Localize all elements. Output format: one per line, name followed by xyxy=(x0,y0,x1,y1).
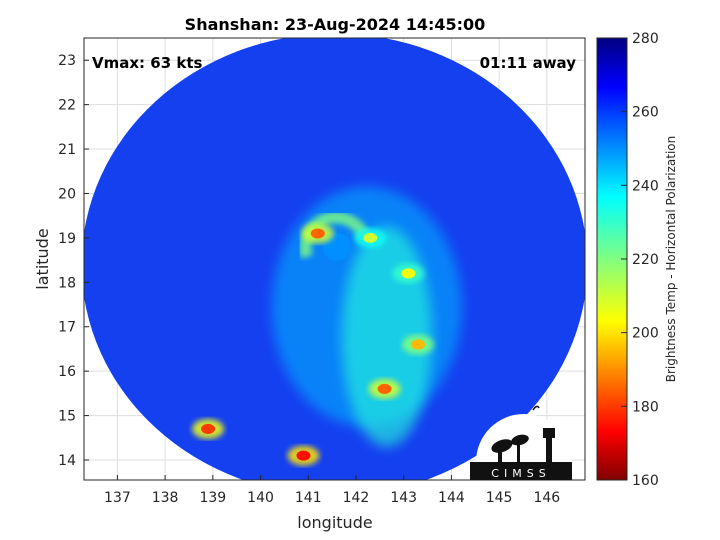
x-axis: 137 138 139 140 141 142 143 144 145 146 xyxy=(104,475,560,506)
colorbar-tick-label: 260 xyxy=(632,105,659,121)
y-tick-label: 17 xyxy=(58,320,76,336)
time-away-annotation: 01:11 away xyxy=(480,54,577,72)
colorbar-tick-label: 200 xyxy=(632,326,659,342)
colorbar-tick-label: 180 xyxy=(632,399,659,415)
y-tick-label: 15 xyxy=(58,409,76,425)
rainband-core xyxy=(201,423,216,434)
vmax-annotation: Vmax: 63 kts xyxy=(92,54,202,72)
y-tick-label: 20 xyxy=(58,186,76,202)
y-tick-label: 21 xyxy=(58,142,76,158)
cimss-logo: CIMSS xyxy=(470,405,572,480)
logo-text: CIMSS xyxy=(491,467,550,480)
colorbar-tick-label: 160 xyxy=(632,473,659,489)
plot-border xyxy=(83,37,586,481)
y-tick-label: 22 xyxy=(58,98,76,114)
x-tick-label: 140 xyxy=(247,490,274,506)
rainband-core xyxy=(401,268,416,279)
y-tick-label: 19 xyxy=(58,231,76,247)
x-tick-label: 146 xyxy=(533,490,560,506)
colorbar-tick-label: 220 xyxy=(632,252,659,268)
swath-layer xyxy=(84,38,585,480)
y-tick-label: 14 xyxy=(58,453,76,469)
y-tick-label: 16 xyxy=(58,364,76,380)
rainband-core xyxy=(363,232,378,243)
y-tick-label: 23 xyxy=(58,53,76,69)
x-tick-label: 145 xyxy=(486,490,513,506)
colorbar-tick-label: 280 xyxy=(632,31,659,47)
rainband-layer xyxy=(192,186,462,466)
y-axis-label: latitude xyxy=(33,228,52,289)
x-tick-label: 137 xyxy=(104,490,131,506)
colorbar-ticks: 160 180 200 220 240 260 280 xyxy=(621,31,659,489)
eyewall-core xyxy=(310,228,325,239)
rainband-core xyxy=(411,339,425,350)
x-tick-label: 141 xyxy=(295,490,322,506)
colorbar-tick-label: 240 xyxy=(632,178,659,194)
y-axis: 14 15 16 17 18 19 20 21 22 23 xyxy=(58,53,89,469)
x-tick-label: 139 xyxy=(199,490,226,506)
colorbar-label: Brightness Temp - Horizontal Polarizatio… xyxy=(664,136,678,383)
spiral-arm xyxy=(299,211,371,259)
rainband-core xyxy=(377,383,392,394)
rainband-core xyxy=(296,450,311,461)
y-tick-label: 18 xyxy=(58,275,76,291)
x-tick-label: 144 xyxy=(438,490,465,506)
x-axis-label: longitude xyxy=(297,513,372,532)
x-tick-label: 142 xyxy=(343,490,370,506)
chart-title: Shanshan: 23-Aug-2024 14:45:00 xyxy=(185,15,486,34)
x-tick-label: 138 xyxy=(152,490,179,506)
x-tick-label: 143 xyxy=(390,490,417,506)
